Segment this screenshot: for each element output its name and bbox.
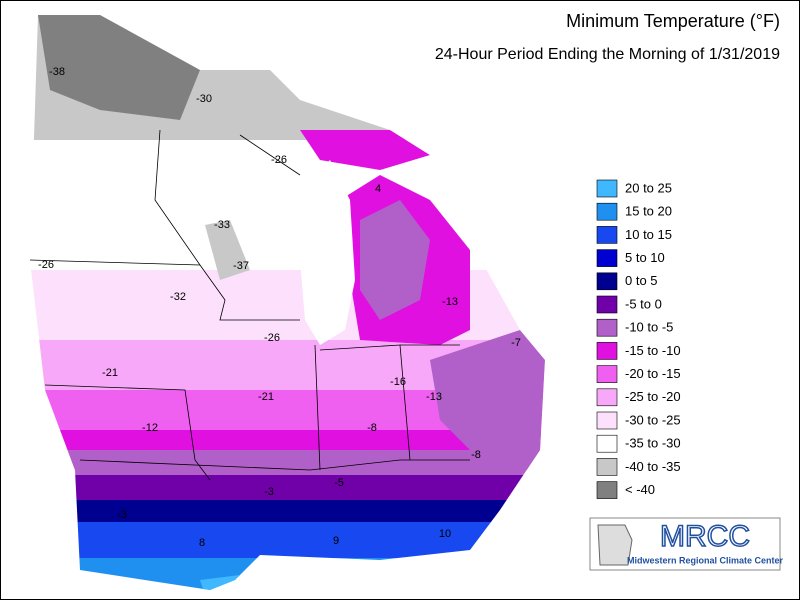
legend-swatch [596, 365, 618, 383]
state-lines [29, 129, 470, 481]
subtitle: 24-Hour Period Ending the Morning of 1/3… [435, 46, 780, 63]
station-label: -26 [38, 259, 54, 271]
legend-swatch [596, 481, 618, 499]
legend-swatch [596, 434, 618, 453]
legend-label: 10 to 15 [625, 227, 672, 242]
station-label: -16 [390, 376, 406, 388]
station-label: -37 [233, 260, 249, 272]
legend-label: -10 to -5 [625, 320, 673, 335]
station-label: -26 [264, 332, 280, 344]
legend-swatch [596, 179, 618, 198]
station-label: -38 [49, 66, 65, 78]
legend-swatch [596, 388, 618, 407]
legend-swatch [596, 249, 618, 267]
legend-swatch [596, 295, 618, 314]
legend-label: < -40 [625, 482, 655, 497]
legend-label: 0 to 5 [625, 273, 658, 288]
legend-label: -15 to -10 [625, 343, 681, 358]
station-label: 8 [199, 537, 205, 549]
legend-swatch [596, 458, 618, 476]
logo-subtitle: Midwestern Regional Climate Center [627, 555, 784, 565]
legend-swatch [596, 272, 618, 291]
legend-swatch [596, 202, 618, 221]
legend-label: 20 to 25 [625, 180, 672, 195]
legend-label: 15 to 20 [625, 204, 672, 219]
station-label: -12 [142, 422, 158, 434]
station-label: -3 [117, 509, 127, 521]
logo-map [597, 524, 633, 566]
station-label: -13 [426, 391, 442, 403]
station-labels: -38-30-264-33-37-26-32 -13-26 -7-16-21-13-… [38, 66, 521, 549]
station-label: -13 [442, 296, 458, 308]
station-label: -21 [102, 367, 118, 379]
station-label: -5 [334, 477, 344, 489]
station-label: 4 [375, 183, 381, 195]
legend-label: -5 to 0 [625, 296, 662, 311]
legend-label: -35 to -30 [625, 436, 681, 451]
station-label: 9 [333, 535, 339, 547]
station-label: -7 [511, 337, 521, 349]
legend-swatch [596, 411, 618, 430]
logo: MRCC Midwestern Regional Climate Center [589, 517, 784, 571]
legend-swatch [596, 342, 618, 360]
legend-label: -40 to -35 [625, 459, 681, 474]
legend-swatch [596, 226, 618, 244]
legend-label: 5 to 10 [625, 250, 665, 265]
logo-name: MRCC [660, 520, 750, 553]
station-label: -33 [214, 219, 230, 231]
station-label: 10 [439, 528, 451, 540]
station-label: -8 [367, 422, 377, 434]
station-label: -21 [258, 391, 274, 403]
legend-label: -25 to -20 [625, 389, 681, 404]
station-label: -26 [271, 154, 287, 166]
legend-swatch [596, 318, 618, 337]
legend-label: -20 to -15 [625, 366, 681, 381]
legend: 20 to 25 15 to 20 10 to 15 5 to 10 0 to 5 -5 … [596, 179, 681, 499]
station-label: -30 [196, 93, 212, 105]
title: Minimum Temperature (°F) [566, 11, 780, 31]
station-label: -3 [264, 486, 274, 498]
station-label: -32 [170, 291, 186, 303]
legend-label: -30 to -25 [625, 412, 681, 427]
station-label: -8 [471, 449, 481, 461]
